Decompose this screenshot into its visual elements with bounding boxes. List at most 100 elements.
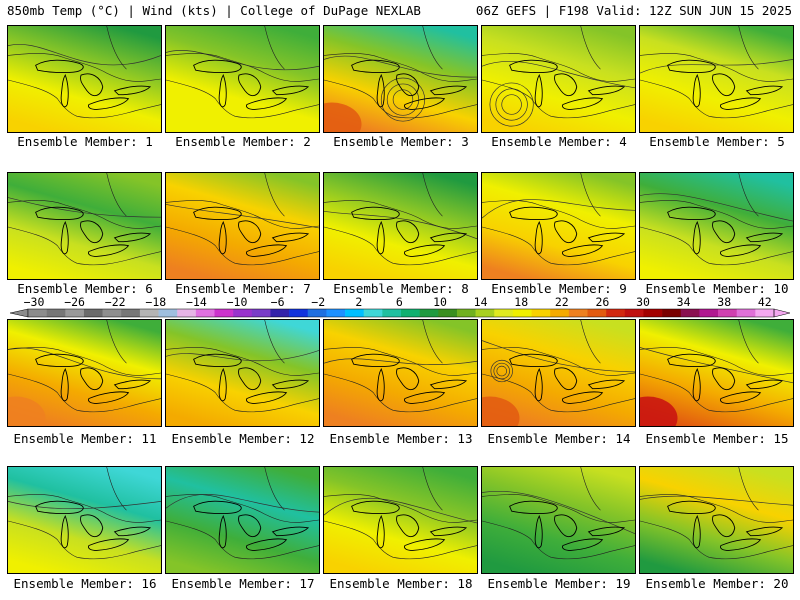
member-caption: Ensemble Member: 11 [13,431,157,446]
lake-outline [246,538,288,551]
lake-outline [113,379,152,390]
lake-outline [218,368,227,402]
colorbar-swatch [121,309,141,317]
lake-outline [88,244,130,257]
colorbar-tick-label: 34 [677,296,691,309]
temperature-field [482,173,635,279]
political-border [106,173,127,217]
political-border [8,373,161,413]
lake-outline [351,353,400,367]
political-border [166,79,319,119]
lake-outline [745,526,784,537]
political-border [738,26,759,70]
lake-outline [238,514,262,538]
closed-contour [501,94,522,115]
lake-outline [720,538,762,551]
political-border [640,79,793,119]
colorbar-swatch [214,309,234,317]
height-contour [482,490,635,535]
political-border [482,347,635,376]
colorbar-tick-label: −6 [271,296,285,309]
lake-outline [667,59,716,73]
colorbar-swatch [531,309,551,317]
political-border [8,53,161,82]
political-border [166,200,319,229]
lake-outline [429,232,468,243]
political-border [324,200,477,229]
colorbar-swatch [680,309,700,317]
colorbar-swatch [307,309,327,317]
colorbar-swatch [195,309,215,317]
political-border [422,320,443,364]
lake-outline [745,85,784,96]
lake-outline [271,232,310,243]
lake-outline [554,220,578,244]
member-map-panel [639,319,794,427]
political-border [106,467,127,511]
political-border [482,494,635,523]
political-border [8,79,161,119]
political-border [264,26,285,70]
political-border [580,26,601,70]
colorbar-tick-label: −10 [227,296,248,309]
political-border [264,173,285,217]
political-border [8,226,161,266]
temperature-field [482,467,635,573]
colorbar-tick-label: 18 [514,296,528,309]
colorbar-tick-label: 22 [555,296,569,309]
temperature-field [324,320,477,426]
colorbar-swatch [736,309,756,317]
political-border [264,467,285,511]
colorbar-swatch [456,309,476,317]
lake-outline [60,515,69,549]
political-border [580,467,601,511]
lake-outline [60,368,69,402]
member-caption: Ensemble Member: 18 [329,576,473,591]
member-caption: Ensemble Member: 12 [171,431,315,446]
colorbar-swatch [662,309,682,317]
political-border [166,347,319,376]
lake-outline [554,73,578,97]
lake-outline [376,221,385,255]
lake-outline [587,526,626,537]
member-caption: Ensemble Member: 15 [645,431,789,446]
colorbar-tick-label: 30 [636,296,650,309]
lake-outline [88,391,130,404]
lake-outline [667,500,716,514]
lake-outline [376,368,385,402]
colorbar-swatch [475,309,495,317]
colorbar-swatch [233,309,253,317]
closed-contour [380,77,426,122]
political-border [580,320,601,364]
political-border [640,373,793,413]
height-contour [324,55,477,78]
colorbar-swatch [624,309,644,317]
lake-outline [534,368,543,402]
lake-outline [193,206,242,220]
lake-outline [80,367,104,391]
lake-outline [720,391,762,404]
colorbar-swatch [643,309,663,317]
height-contour [640,59,793,74]
political-border [324,226,477,266]
lake-outline [351,500,400,514]
temperature-field [8,26,161,132]
political-border [422,467,443,511]
lake-outline [351,206,400,220]
closed-contour [490,359,513,383]
member-map-panel [7,466,162,574]
lake-outline [404,244,446,257]
lake-outline [271,526,310,537]
political-border [106,26,127,70]
member-map-panel [165,25,320,133]
lake-outline [667,353,716,367]
political-border [8,520,161,560]
height-contour [640,495,793,506]
lake-outline [720,97,762,110]
lake-outline [692,74,701,108]
political-border [482,200,635,229]
height-contour [482,340,635,373]
lake-outline [429,85,468,96]
lake-outline [60,74,69,108]
political-border [324,53,477,82]
